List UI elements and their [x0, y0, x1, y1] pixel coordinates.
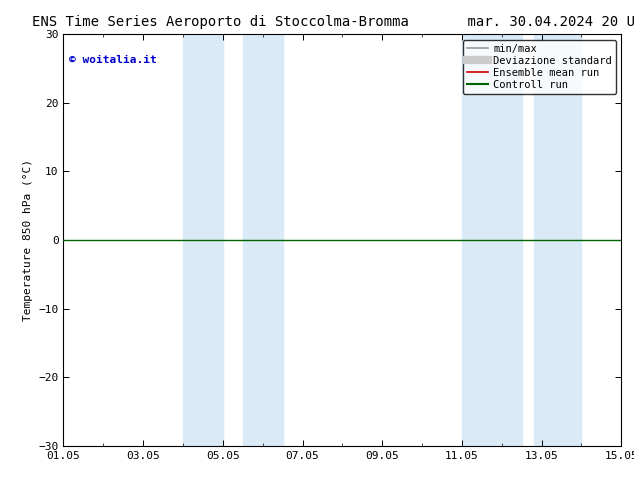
- Bar: [462, 34, 522, 446]
- Bar: [534, 34, 581, 446]
- Legend: min/max, Deviazione standard, Ensemble mean run, Controll run: min/max, Deviazione standard, Ensemble m…: [463, 40, 616, 94]
- Bar: [243, 34, 283, 446]
- Y-axis label: Temperature 850 hPa (°C): Temperature 850 hPa (°C): [23, 159, 33, 321]
- Bar: [183, 34, 223, 446]
- Text: © woitalia.it: © woitalia.it: [69, 55, 157, 65]
- Title: ENS Time Series Aeroporto di Stoccolma-Bromma       mar. 30.04.2024 20 UTC: ENS Time Series Aeroporto di Stoccolma-B…: [32, 15, 634, 29]
